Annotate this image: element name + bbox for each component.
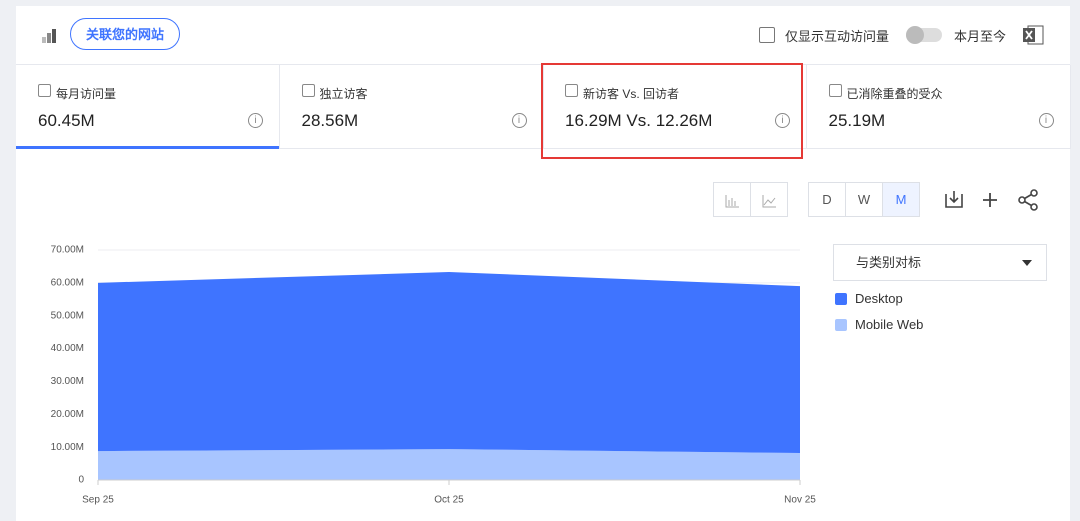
granularity-button[interactable]: M	[882, 182, 920, 217]
legend-label: Mobile Web	[855, 317, 924, 332]
dropdown-label: 与类别对标	[856, 255, 922, 270]
metric-value: 16.29M Vs. 12.26M	[565, 111, 713, 130]
metric-label: 独立访客	[319, 87, 368, 101]
excel-icon[interactable]	[1022, 24, 1044, 46]
legend-item[interactable]: Desktop	[835, 291, 903, 306]
y-tick-label: 60.00M	[51, 277, 84, 288]
metric-tab[interactable]: 独立访客 28.56M i	[280, 65, 544, 149]
y-tick-label: 40.00M	[51, 343, 84, 354]
granularity-button[interactable]: W	[845, 182, 883, 217]
metric-tab[interactable]: 新访客 Vs. 回访者 16.29M Vs. 12.26M i	[543, 65, 807, 149]
y-tick-label: 50.00M	[51, 310, 84, 321]
metric-value: 25.19M	[828, 111, 886, 130]
metric-icon	[301, 84, 315, 97]
download-icon[interactable]	[945, 191, 963, 208]
x-tick-label: Sep 25	[82, 495, 114, 506]
y-tick-label: 70.00M	[51, 245, 84, 256]
metric-label: 新访客 Vs. 回访者	[583, 87, 680, 101]
checkbox-label: 仅显示互动访问量	[785, 29, 890, 44]
legend-swatch	[835, 318, 847, 331]
active-tab-indicator	[16, 146, 279, 149]
checkbox[interactable]	[759, 27, 775, 43]
toggle-label: 本月至今	[954, 29, 1007, 44]
legend-item[interactable]: Mobile Web	[835, 317, 923, 332]
add-icon[interactable]	[983, 193, 997, 207]
y-tick-label: 0	[78, 475, 84, 486]
toggle[interactable]	[906, 26, 942, 44]
line-chart-button[interactable]	[750, 182, 788, 217]
metric-label: 每月访问量	[56, 87, 117, 101]
divider	[16, 148, 1070, 149]
y-tick-label: 30.00M	[51, 376, 84, 387]
info-icon: i	[775, 113, 790, 128]
connect-button[interactable]: 关联您的网站	[70, 18, 180, 50]
info-icon: i	[1038, 113, 1054, 128]
compare-dropdown[interactable]: 与类别对标	[833, 244, 1047, 281]
metric-tab[interactable]: 每月访问量 60.45M i	[16, 65, 280, 149]
legend-swatch	[835, 292, 847, 305]
metric-icon	[828, 84, 842, 97]
metric-label: 已消除重叠的受众	[846, 87, 943, 101]
y-tick-label: 10.00M	[51, 442, 84, 453]
metric-icon	[38, 84, 51, 97]
metric-icon	[565, 84, 578, 97]
y-tick-label: 20.00M	[51, 409, 84, 420]
metric-value: 60.45M	[38, 111, 95, 130]
info-icon: i	[248, 113, 263, 128]
highlight-box	[541, 63, 803, 159]
chart: 0 10.00M 20.00M 30.00M 40.00M 50.00M 60.00M 70.…	[51, 245, 817, 506]
legend-label: Desktop	[855, 291, 903, 306]
area	[98, 272, 800, 454]
actions	[945, 189, 1038, 211]
metric-tab[interactable]: 已消除重叠的受众 25.19M i	[807, 65, 1071, 149]
granularity-button[interactable]: D	[808, 182, 846, 217]
share-icon[interactable]	[1018, 189, 1038, 211]
metric-value: 28.56M	[301, 111, 359, 130]
area	[98, 449, 800, 480]
info-icon: i	[511, 113, 527, 128]
x-tick-label: Nov 25	[784, 495, 816, 506]
x-tick-label: Oct 25	[434, 495, 464, 506]
bar-chart-button[interactable]	[713, 182, 751, 217]
logo-icon	[42, 29, 56, 43]
